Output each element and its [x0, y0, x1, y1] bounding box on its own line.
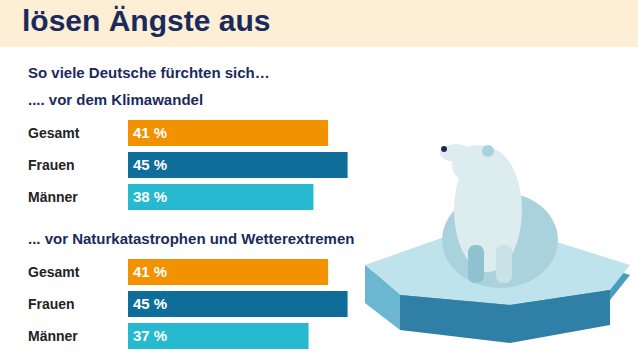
svg-text:45 %: 45 % — [133, 295, 167, 312]
svg-text:Gesamt: Gesamt — [28, 264, 80, 280]
svg-text:Frauen: Frauen — [28, 296, 75, 312]
svg-text:45 %: 45 % — [133, 156, 167, 173]
svg-text:Männer: Männer — [28, 328, 78, 344]
html-text:So viele Deutsche fürchten sic: So viele Deutsche fürchten sich… — [28, 64, 270, 81]
html-text:.... vor dem Klimawandel: .... vor dem Klimawandel — [28, 91, 204, 108]
html-text:lösen Ängste aus: lösen Ängste aus — [22, 4, 271, 37]
svg-text:37 %: 37 % — [133, 327, 167, 344]
svg-text:Gesamt: Gesamt — [28, 125, 80, 141]
html-text:... vor Naturkatastrophen und: ... vor Naturkatastrophen und Wetterextr… — [28, 230, 355, 247]
svg-text:41 %: 41 % — [133, 124, 167, 141]
svg-text:41 %: 41 % — [133, 263, 167, 280]
svg-text:Frauen: Frauen — [28, 157, 75, 173]
svg-text:38 %: 38 % — [133, 188, 167, 205]
svg-text:Männer: Männer — [28, 189, 78, 205]
